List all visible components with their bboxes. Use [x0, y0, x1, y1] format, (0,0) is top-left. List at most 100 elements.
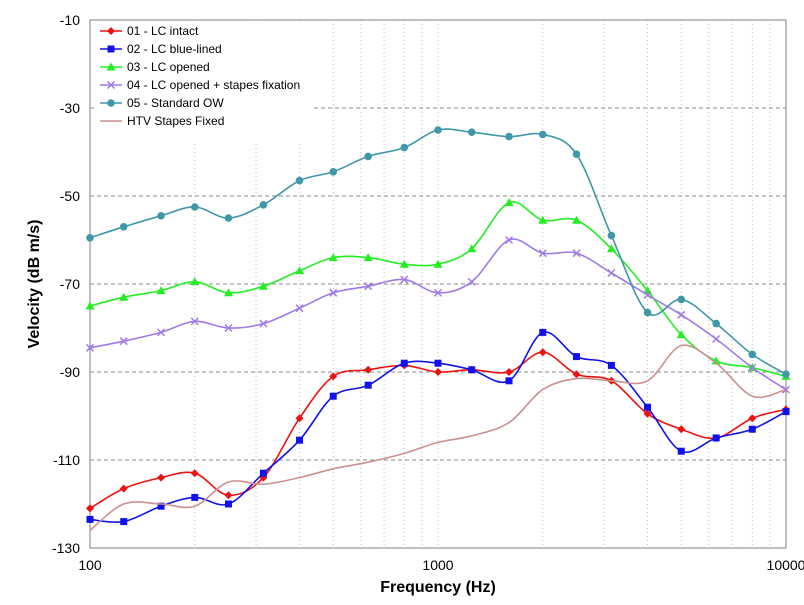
- series-1-point: [86, 504, 94, 513]
- y-tick-label: -110: [53, 452, 80, 468]
- y-axis-title: Velocity (dB m/s): [26, 220, 43, 349]
- series-3-point: [85, 301, 95, 310]
- series-2-point: [296, 436, 304, 444]
- series-4-point: [748, 363, 757, 372]
- series-2-point: [644, 403, 652, 411]
- series-1-point: [224, 491, 233, 500]
- series-5-point: [190, 203, 199, 211]
- series-4-point: [329, 288, 338, 297]
- series-4-point: [643, 290, 652, 300]
- series-3-point: [676, 330, 686, 339]
- legend: 01 - LC intact 02 - LC blue-lined 03 - LC …: [94, 21, 314, 143]
- series-1-point: [295, 414, 304, 423]
- series-2-point: [157, 502, 165, 510]
- series-3-point: [399, 259, 409, 268]
- legend-item: 05 - Standard OW: [100, 96, 224, 110]
- series-5-point: [86, 234, 94, 242]
- y-tick-label: -10: [60, 12, 80, 28]
- series-4-point-stroke: [224, 323, 233, 333]
- series-4-point: [572, 249, 581, 258]
- plot-area-border: [89, 19, 787, 549]
- series-2-point: [607, 361, 615, 369]
- legend-label: 02 - LC blue-lined: [127, 42, 222, 56]
- series-2-point: [400, 359, 408, 367]
- series-4-point: [607, 268, 616, 278]
- x-tick-label: 1000: [422, 557, 453, 573]
- y-tick-label: -70: [60, 276, 80, 292]
- series-4-point: [224, 323, 233, 333]
- series-2-point: [712, 434, 720, 442]
- series-4-point-stroke: [400, 275, 409, 284]
- y-tick-label: -130: [52, 540, 80, 556]
- series-5-point: [467, 128, 476, 136]
- series-3-point: [119, 292, 129, 301]
- series-2-point: [191, 493, 199, 501]
- series-6-line: [89, 344, 787, 532]
- series-4-point: [190, 317, 199, 326]
- series-5-point: [329, 168, 338, 176]
- series-4-point: [712, 334, 721, 344]
- series-4-point: [433, 288, 443, 297]
- series-4-point-stroke: [119, 337, 128, 346]
- series-2-point: [539, 328, 547, 336]
- series-2-point: [748, 425, 756, 433]
- series-5-point: [572, 150, 581, 158]
- y-axis-ticks: -130 -110 -90 -70 -50 -30 -10: [52, 12, 80, 556]
- series-4-point-stroke: [677, 310, 686, 319]
- series-3-point: [328, 253, 338, 262]
- series-1-point: [572, 370, 581, 379]
- series-3-point: [433, 259, 443, 268]
- series-2-point: [468, 366, 476, 374]
- series-4-point-stroke: [607, 268, 616, 278]
- series-2-point: [505, 377, 513, 385]
- series-2-point: [572, 353, 580, 361]
- series-3-point: [467, 244, 477, 253]
- series-3-point: [156, 286, 166, 295]
- series-4-point-stroke: [572, 249, 581, 258]
- series-5-point: [677, 295, 686, 304]
- series-5-point: [748, 350, 757, 359]
- legend-swatch-marker: [106, 62, 116, 71]
- legend-background: [94, 21, 314, 143]
- series-5-point: [295, 176, 304, 185]
- series-1-point: [748, 414, 757, 423]
- series-4-point-stroke: [433, 288, 443, 297]
- series-1-point: [677, 425, 686, 434]
- series-2-point: [120, 518, 128, 526]
- y-tick-label: -30: [60, 100, 80, 116]
- series-2-point: [364, 381, 372, 389]
- series-1-point: [505, 368, 514, 376]
- series-1-point: [364, 365, 373, 374]
- series-1-point: [329, 372, 338, 381]
- series-4-point-stroke: [157, 328, 166, 337]
- series-4-point: [505, 235, 514, 245]
- series-5-point: [712, 319, 720, 328]
- series-1-point: [157, 473, 166, 482]
- legend-item: HTV Stapes Fixed: [100, 114, 224, 128]
- legend-item: 04 - LC opened + stapes fixation: [100, 78, 300, 92]
- series-4-point: [85, 343, 95, 352]
- series-3-point: [504, 198, 514, 207]
- legend-swatch-marker: [107, 99, 115, 107]
- series-5-point: [782, 370, 790, 379]
- series-4-point: [400, 275, 409, 284]
- series-2-point: [329, 392, 337, 400]
- series-5-point: [119, 223, 128, 231]
- series-5-point: [224, 214, 233, 222]
- series-4-point: [259, 319, 268, 328]
- series-5-point: [364, 152, 372, 161]
- series-3-point: [363, 253, 373, 262]
- legend-swatch-marker: [106, 80, 116, 90]
- series-4-point: [467, 277, 476, 286]
- series-4-point: [538, 249, 547, 258]
- series-4-point-stroke: [748, 363, 757, 372]
- legend-swatch-marker: [107, 27, 115, 35]
- legend-item: 02 - LC blue-lined: [100, 42, 222, 56]
- series-2-point: [86, 515, 94, 523]
- series-1-point: [643, 409, 652, 418]
- series-4-point-stroke: [190, 317, 199, 326]
- series-5: [86, 126, 790, 379]
- series-5-point: [157, 212, 165, 220]
- series-1-point: [538, 348, 547, 357]
